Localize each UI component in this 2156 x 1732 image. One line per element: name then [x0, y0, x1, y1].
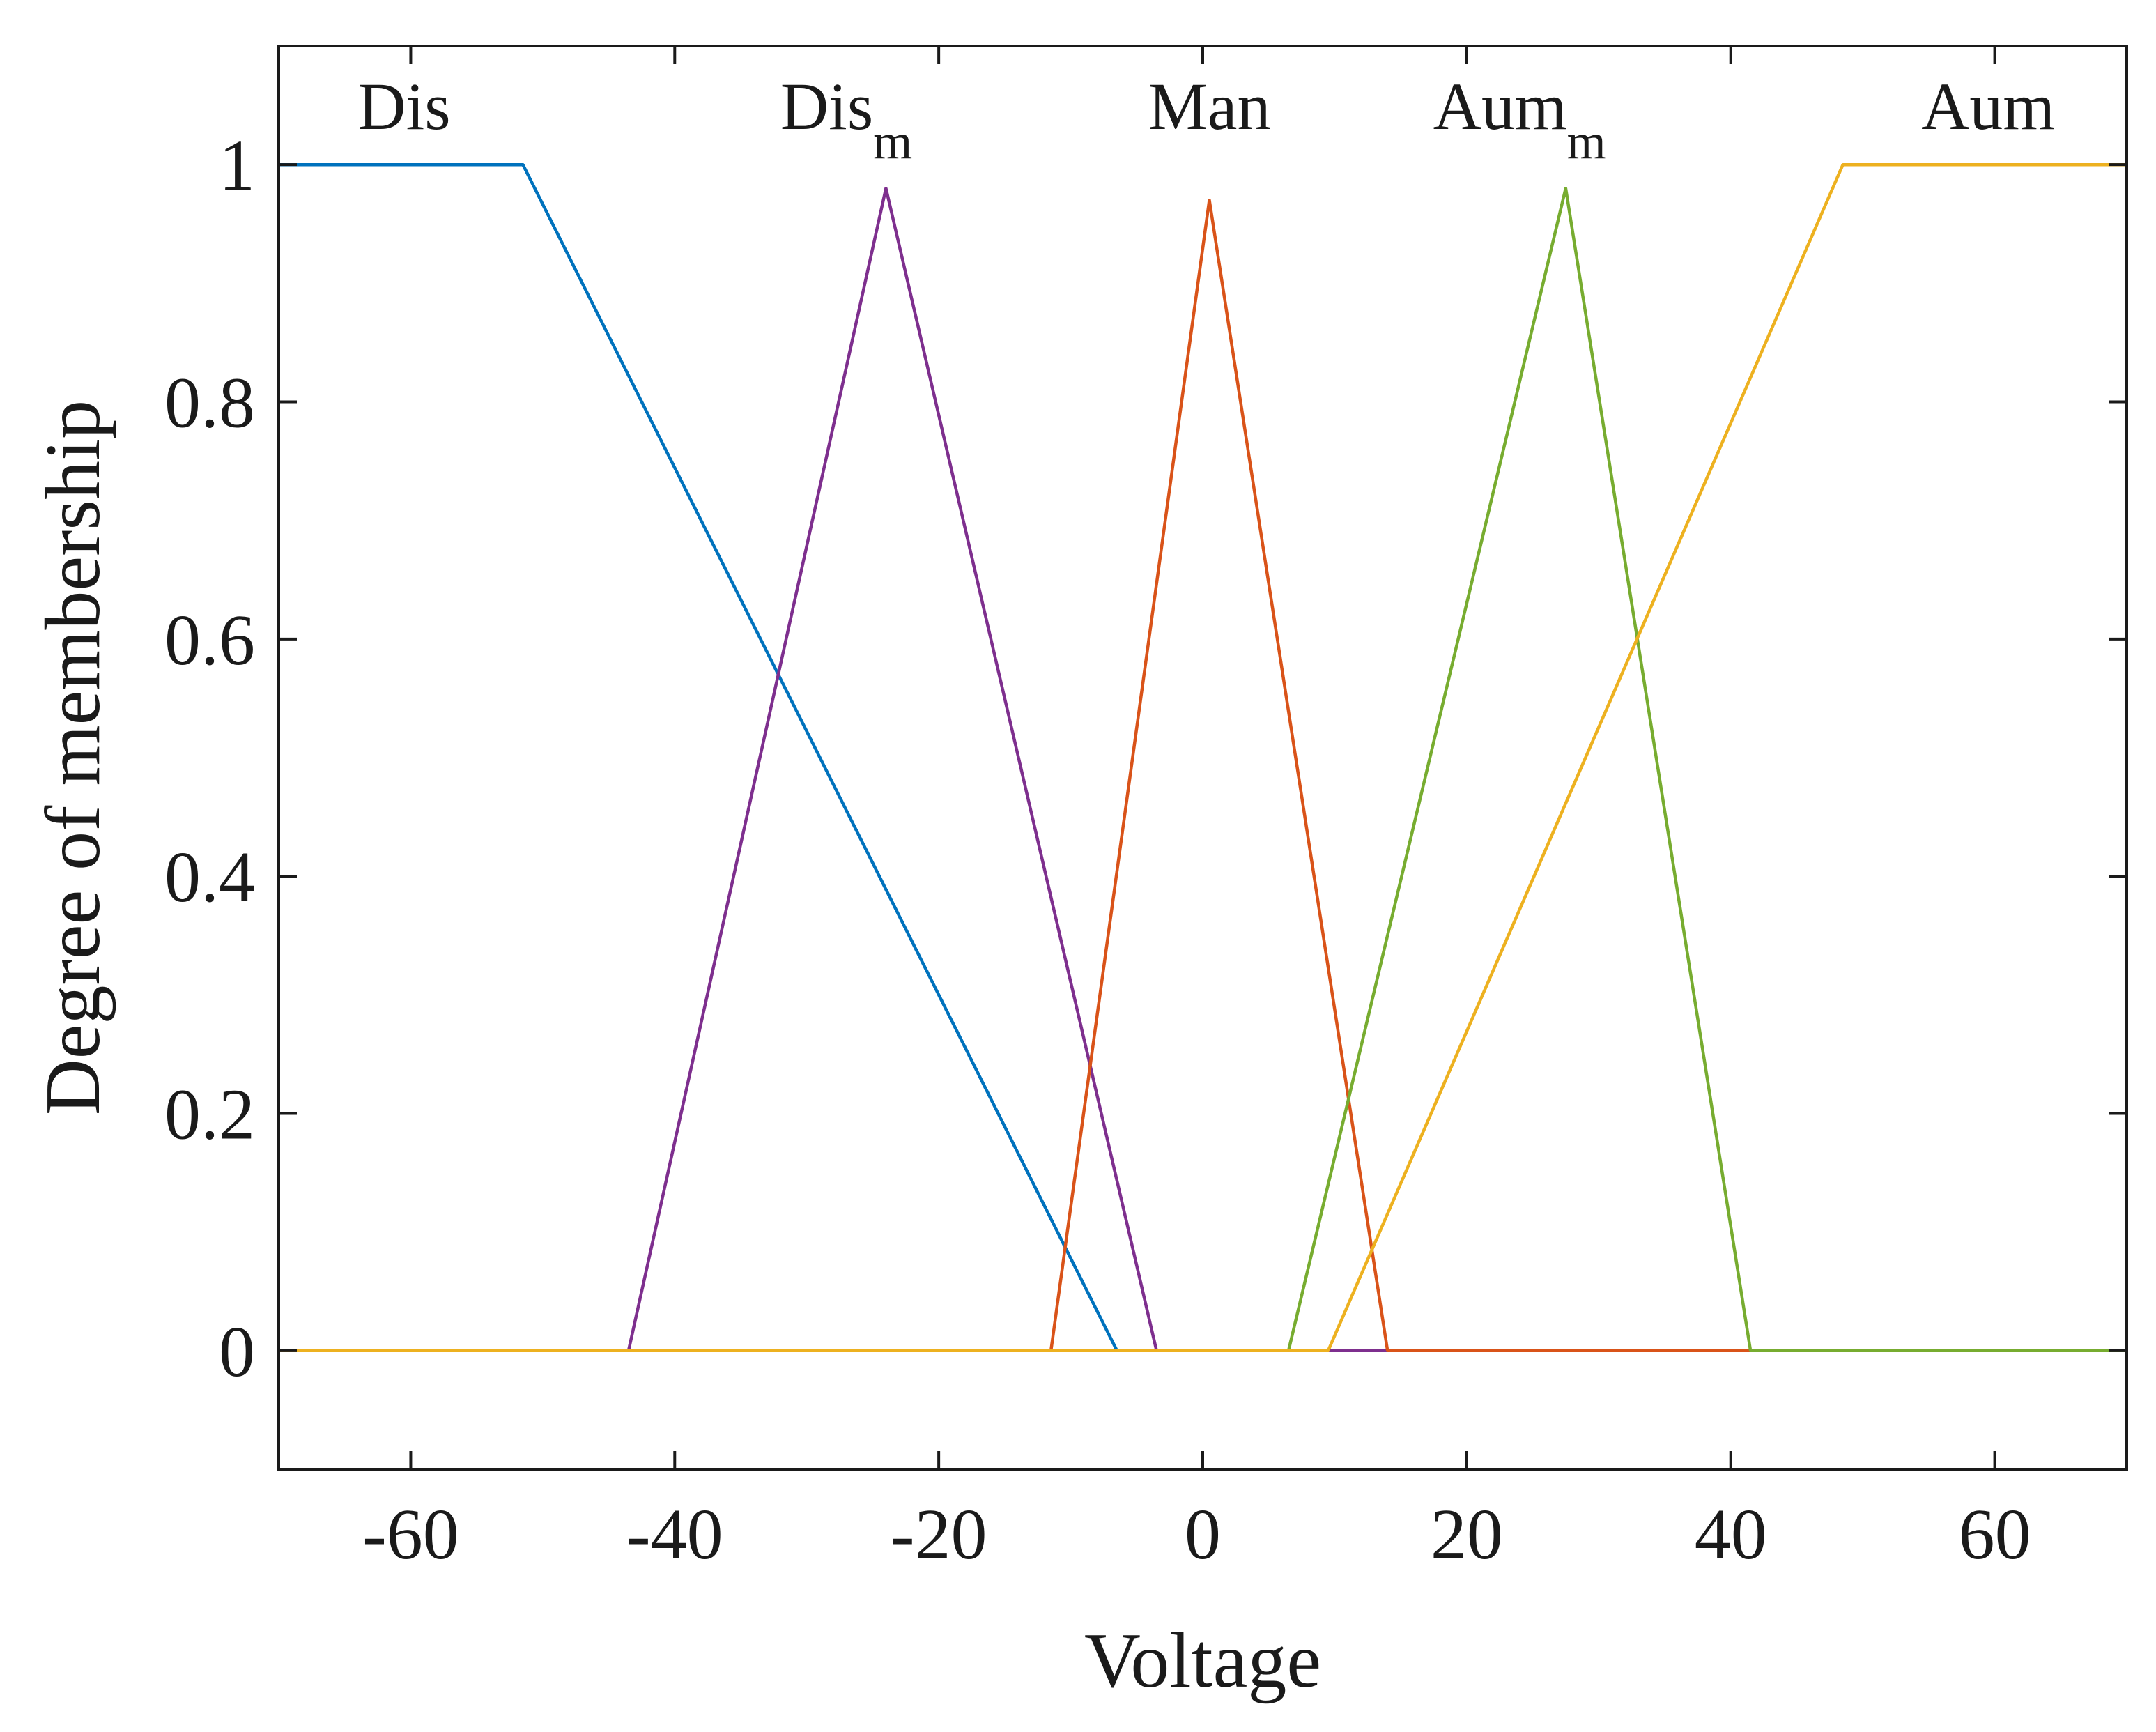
labels-layer: -60 -40 -20 0 20 40 60 0 0.2 0.4 0.6 0.8 1 Dis Dism Man… [164, 69, 2055, 1574]
ticks-layer [279, 46, 2127, 1469]
y-axis-label: Degree of membership [30, 400, 116, 1115]
series-layer [279, 162, 2127, 1353]
x-tick-label: 0 [1185, 1494, 1221, 1574]
y-tick-label: 0.2 [164, 1075, 255, 1155]
x-tick-label: -20 [891, 1494, 987, 1574]
x-axis-label: Voltage [1084, 1618, 1321, 1704]
series-label-dism: Dism [780, 69, 912, 169]
x-tick-label: 40 [1695, 1494, 1767, 1574]
y-tick-label: 0 [219, 1312, 255, 1392]
y-tick-label: 1 [219, 125, 255, 206]
y-tick-label: 0.4 [164, 837, 255, 917]
series-label-dis: Dis [357, 69, 450, 144]
plot-frame [277, 45, 2128, 1471]
series-line-dis [279, 162, 2127, 1353]
series-line-aumm [279, 186, 2127, 1353]
series-label-aum: Aum [1921, 69, 2055, 144]
y-tick-label: 0.6 [164, 600, 255, 680]
series-line-man [279, 198, 2127, 1353]
y-tick-label: 0.8 [164, 363, 255, 443]
series-line-dism [279, 186, 2127, 1353]
series-line-aum [279, 162, 2127, 1353]
x-tick-label: -40 [626, 1494, 723, 1574]
x-tick-label: 60 [1959, 1494, 2031, 1574]
series-label-man: Man [1148, 69, 1270, 144]
x-tick-label: 20 [1431, 1494, 1503, 1574]
series-label-aumm: Aumm [1433, 69, 1606, 169]
x-tick-label: -60 [362, 1494, 459, 1574]
